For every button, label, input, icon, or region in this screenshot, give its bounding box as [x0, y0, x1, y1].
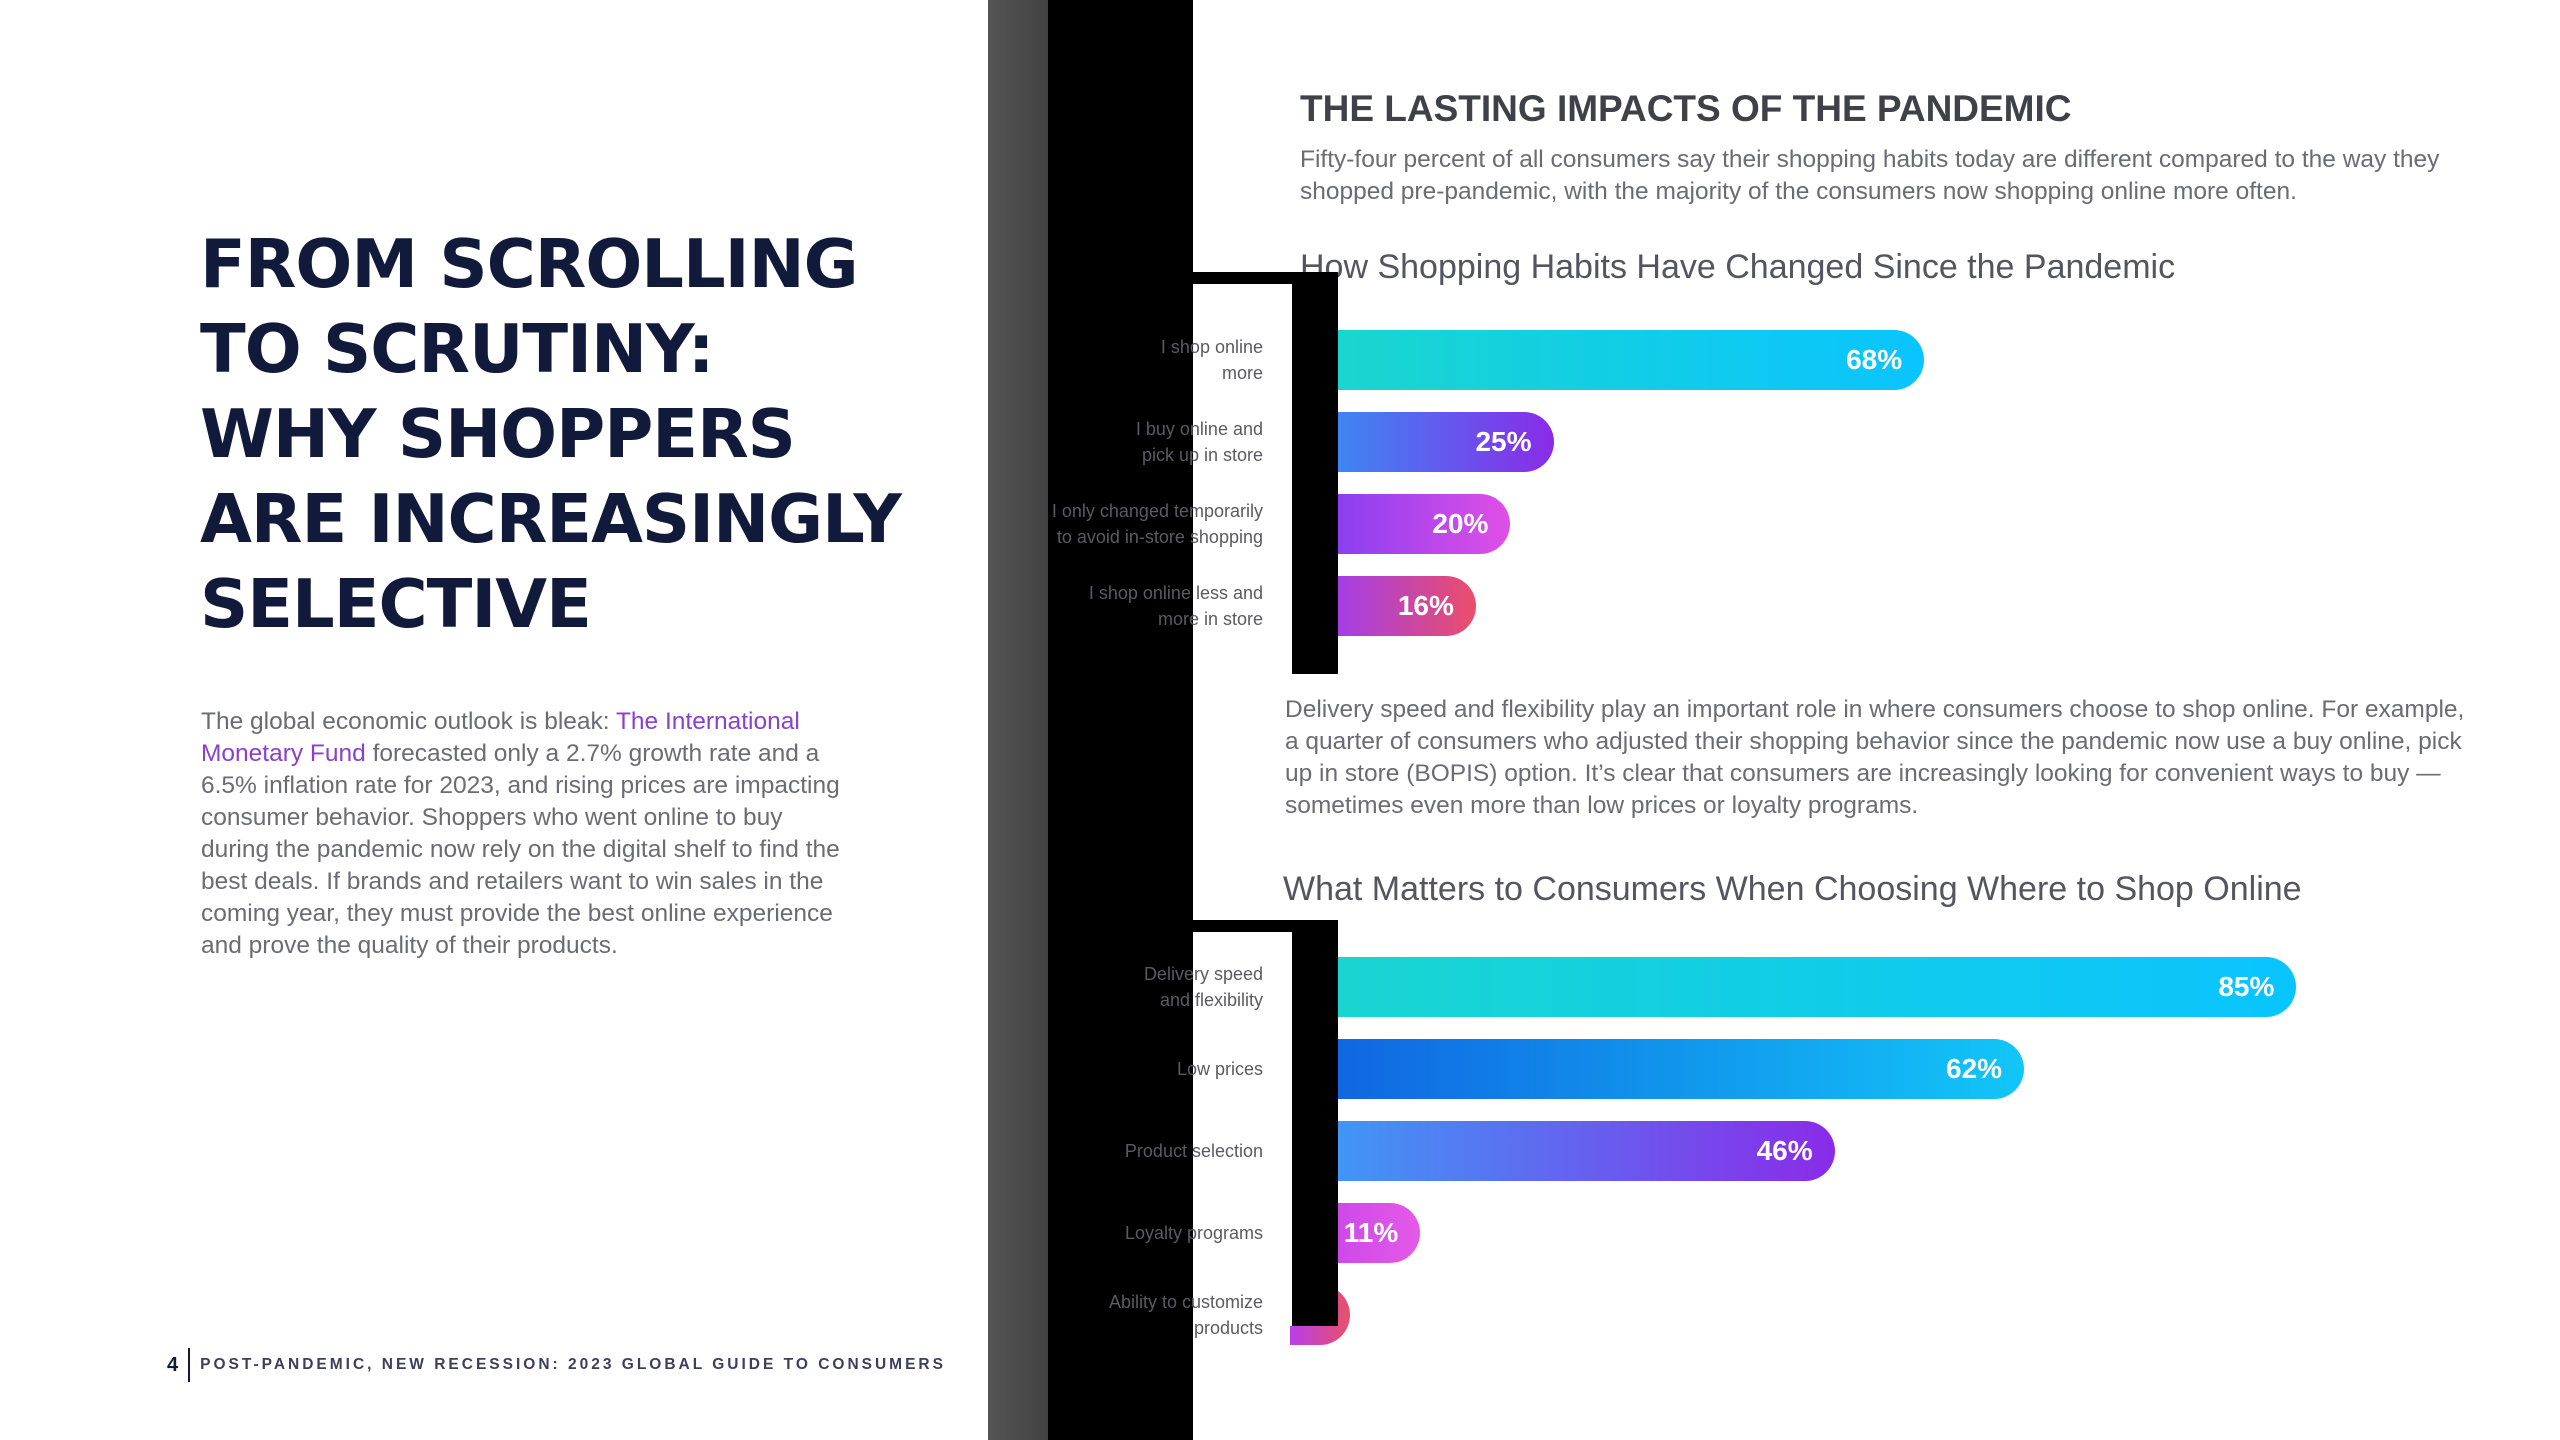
bar-value-label: 62% [1946, 1053, 2003, 1084]
page-footer: 4 POST-PANDEMIC, NEW RECESSION: 2023 GLO… [167, 1348, 946, 1382]
page-number: 4 [167, 1353, 179, 1376]
chart-bar: 25% [1338, 412, 1554, 472]
chart-bar: 62% [1290, 1039, 2025, 1099]
intro-text-pre: The global economic outlook is bleak: [201, 708, 616, 735]
chart-bar: 46% [1290, 1121, 1835, 1181]
category-label: I only changed temporarily to avoid in-st… [933, 498, 1263, 550]
delivery-paragraph: Delivery speed and flexibility play an i… [1285, 696, 2465, 819]
chart-bar: 68% [1338, 330, 1925, 390]
intro-text-post: forecasted only a 2.7% growth rate and a… [201, 740, 840, 959]
chart-bar: 20% [1338, 494, 1511, 554]
label-panel [1200, 284, 1292, 674]
page-fold-shadow [988, 0, 1193, 1440]
occlusion-frame [1292, 272, 1338, 674]
bar-value-label: 46% [1756, 1135, 1813, 1166]
section-subtitle: Fifty-four percent of all consumers say … [1300, 146, 2440, 205]
category-label: Ability to customize products [933, 1289, 1263, 1341]
imf-link[interactable]: The International Monetary Fund [201, 708, 800, 767]
chart-bar: 85% [1290, 957, 2297, 1017]
category-label-line: more in store [1157, 609, 1263, 629]
footer-title: POST-PANDEMIC, NEW RECESSION: 2023 GLOBA… [200, 1356, 946, 1373]
headline-line: FROM SCROLLING [200, 225, 859, 303]
left-page: FROM SCROLLING TO SCRUTINY: WHY SHOPPERS… [0, 0, 1000, 1440]
section-title: THE LASTING IMPACTS OF THE PANDEMIC [1300, 88, 2072, 129]
headline-line: SELECTIVE [200, 565, 592, 643]
headline-line: WHY SHOPPERS [200, 395, 796, 473]
bar-value-label: 68% [1846, 344, 1903, 375]
category-label: Product selection [933, 1138, 1263, 1164]
chart-bar: 16% [1338, 576, 1476, 636]
category-label: Low prices [933, 1056, 1263, 1082]
bar-value-label: 11% [1343, 1217, 1399, 1248]
category-label: I shop online more [933, 334, 1263, 386]
intro-paragraph: The global economic outlook is bleak: Th… [201, 706, 851, 962]
chart-1-title: How Shopping Habits Have Changed Since t… [1300, 248, 2176, 286]
category-label-line: Delivery speed [1143, 964, 1263, 984]
category-label: I shop online less and more in store [933, 580, 1263, 632]
category-label-line: Product selection [1124, 1141, 1263, 1161]
category-label: I buy online and pick up in store [933, 416, 1263, 468]
category-label-line: I shop online [1160, 337, 1263, 357]
chart-2-title: What Matters to Consumers When Choosing … [1283, 870, 2302, 908]
headline-line: TO SCRUTINY: [200, 310, 715, 388]
category-label: Loyalty programs [933, 1220, 1263, 1246]
category-label-line: to avoid in-store shopping [1056, 527, 1263, 547]
page-headline: FROM SCROLLING TO SCRUTINY: WHY SHOPPERS… [200, 222, 902, 647]
category-label-line: Loyalty programs [1124, 1223, 1263, 1243]
category-label-line: and flexibility [1159, 990, 1263, 1010]
label-panel [1200, 932, 1292, 1326]
bar-value-label: 25% [1475, 426, 1532, 457]
category-label-line: I shop online less and [1088, 583, 1263, 603]
headline-line: ARE INCREASINGLY [200, 480, 902, 558]
category-label-line: products [1193, 1318, 1263, 1338]
category-label-line: I buy online and [1135, 419, 1263, 439]
footer-divider [188, 1348, 191, 1382]
bar-value-label: 16% [1397, 590, 1454, 621]
category-label: Delivery speed and flexibility [933, 961, 1263, 1013]
category-label-line: I only changed temporarily [1051, 501, 1263, 521]
bar-value-label: 20% [1432, 508, 1489, 539]
occlusion-frame [1292, 920, 1338, 1326]
category-label-line: Low prices [1176, 1059, 1263, 1079]
category-label-line: pick up in store [1141, 445, 1263, 465]
category-label-line: Ability to customize [1108, 1292, 1263, 1312]
page-fold-core [1048, 0, 1193, 1440]
category-label-line: more [1221, 363, 1263, 383]
bar-value-label: 85% [2218, 971, 2275, 1002]
